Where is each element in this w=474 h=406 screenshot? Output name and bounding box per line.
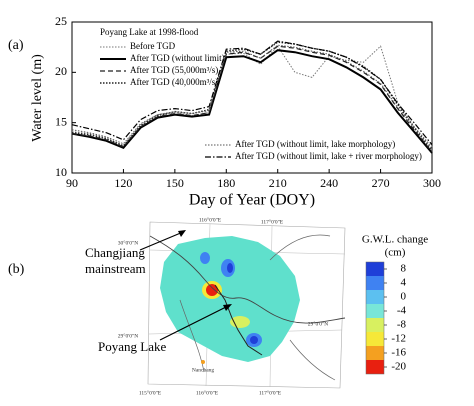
gwl-patch	[200, 252, 210, 264]
legend-label: After TGD (without limit, lake morpholog…	[235, 139, 395, 149]
x-tick-label: 300	[423, 176, 441, 190]
series-line	[71, 49, 433, 154]
colorbar-swatch	[366, 276, 384, 290]
x-axis-label: Day of Year (DOY)	[189, 192, 315, 209]
colorbar: 8 4 0 -4 -8 -12 -16 -20	[365, 261, 407, 375]
y-axis-label: Water level (m)	[30, 54, 45, 142]
river	[179, 234, 336, 381]
city-label: Nanchang	[192, 367, 215, 373]
y-tick-label: 20	[55, 64, 67, 78]
colorbar-swatch	[366, 318, 384, 332]
arrowhead	[223, 304, 232, 311]
colorbar-label: -20	[391, 361, 406, 373]
gwl-patch	[230, 316, 250, 328]
colorbar-label: -16	[391, 347, 406, 359]
y-tick-label: 10	[55, 165, 67, 179]
graticule-label: 115°0'0"E	[139, 389, 162, 396]
pointer-arrow	[159, 305, 229, 341]
x-tick-label: 270	[372, 176, 390, 190]
x-tick-label: 180	[217, 176, 235, 190]
legend-label: Before TGD	[130, 41, 176, 51]
series-line	[71, 45, 433, 153]
map-label: Changjiang	[85, 245, 145, 260]
legend-label: After TGD (without limit, lake + river m…	[235, 151, 422, 161]
colorbar-label: 4	[401, 277, 407, 289]
map-label: mainstream	[85, 261, 146, 276]
colorbar-title: G.W.L. change	[362, 234, 428, 246]
colorbar-swatch	[366, 332, 384, 346]
annotation: Poyang Lake at 1998-flood	[100, 27, 199, 37]
x-tick-label: 90	[66, 176, 78, 190]
colorbar-swatch	[366, 262, 384, 276]
graticule-label: 116°0'0"E	[196, 389, 219, 396]
colorbar-label: 0	[401, 291, 407, 303]
x-tick-label: 240	[320, 176, 338, 190]
map-frame	[147, 221, 346, 389]
graticule-label: 29°0'0"N	[308, 320, 328, 327]
graticule-label: 29°0'0"N	[118, 332, 138, 339]
river	[149, 235, 346, 324]
x-tick-label: 210	[269, 176, 287, 190]
colorbar-unit: (cm)	[385, 247, 406, 259]
colorbar-frame	[365, 261, 385, 375]
legend-label: After TGD (without limit)	[130, 53, 225, 63]
legend-label: After TGD (40,000m³/s)	[130, 77, 218, 87]
colorbar-swatch	[366, 346, 384, 360]
gwl-patch	[250, 336, 258, 344]
colorbar-label: -12	[391, 333, 406, 345]
lake-outline	[214, 284, 263, 356]
series-line	[71, 44, 433, 150]
legend-label: After TGD (55,000m³/s)	[130, 65, 218, 75]
y-tick-label: 25	[55, 14, 67, 28]
x-tick-label: 150	[166, 176, 184, 190]
plot-frame	[71, 21, 433, 174]
graticule-label: 116°0'0"E	[199, 216, 222, 223]
gwl-field	[160, 236, 300, 362]
graticule-label: 117°0'0"E	[259, 389, 282, 396]
pointer-arrow	[139, 231, 184, 251]
colorbar-label: -4	[397, 305, 407, 317]
map: Nanchang	[147, 221, 346, 389]
panel-label: (b)	[8, 262, 25, 277]
graticule-label: 117°0'0"E	[261, 218, 284, 225]
arrowhead	[178, 230, 186, 237]
map-label: Poyang Lake	[98, 339, 166, 354]
series-line	[71, 40, 433, 146]
colorbar-swatch	[366, 360, 384, 374]
x-tick-label: 120	[114, 176, 132, 190]
plot-area: 90 120 150 180 210 240 270 300 10 15 20 25 Before TG…	[55, 14, 441, 190]
graticule-labels: 30°0'0"N 29°0'0"N 29°0'0"N 116°0'0"E 117°0'0…	[118, 216, 328, 396]
graticule-label: 30°0'0"N	[118, 239, 138, 246]
panel-label: (a)	[8, 38, 24, 53]
colorbar-swatch	[366, 290, 384, 304]
gwl-patch	[206, 284, 218, 296]
gwl-patch	[227, 263, 233, 273]
y-tick-label: 15	[55, 114, 67, 128]
colorbar-swatch	[366, 304, 384, 318]
colorbar-label: -8	[397, 319, 407, 331]
city-marker	[201, 360, 205, 364]
series-line	[71, 45, 433, 148]
colorbar-label: 8	[401, 263, 407, 275]
